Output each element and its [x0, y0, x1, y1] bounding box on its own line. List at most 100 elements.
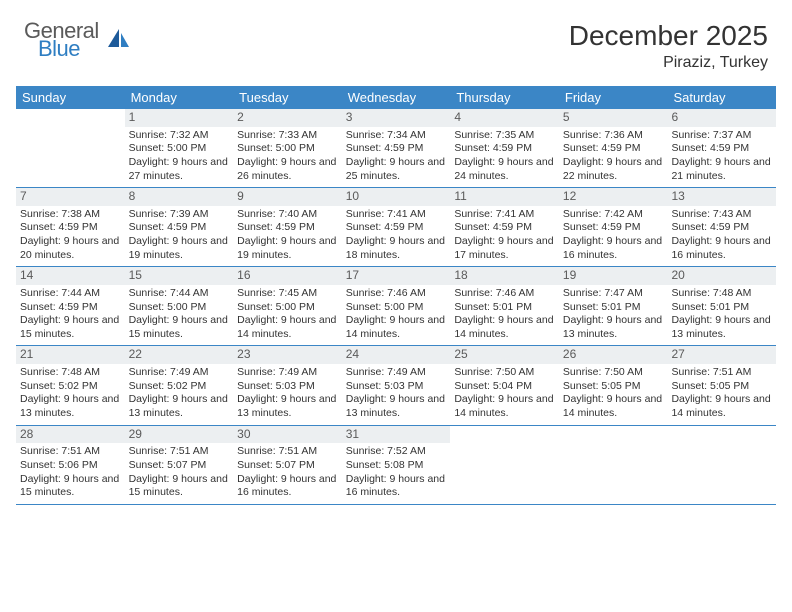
day-number: 10 — [342, 188, 451, 206]
day-cell: 30Sunrise: 7:51 AMSunset: 5:07 PMDayligh… — [233, 426, 342, 504]
daylight-line: Daylight: 9 hours and 26 minutes. — [237, 156, 338, 183]
sunset-line: Sunset: 4:59 PM — [129, 221, 230, 235]
day-cell: 10Sunrise: 7:41 AMSunset: 4:59 PMDayligh… — [342, 188, 451, 266]
weekday-cell: Tuesday — [233, 86, 342, 109]
week-row: 7Sunrise: 7:38 AMSunset: 4:59 PMDaylight… — [16, 188, 776, 267]
day-number: 13 — [667, 188, 776, 206]
day-cell: 17Sunrise: 7:46 AMSunset: 5:00 PMDayligh… — [342, 267, 451, 345]
sunset-line: Sunset: 5:04 PM — [454, 380, 555, 394]
empty-cell — [559, 426, 668, 504]
daylight-line: Daylight: 9 hours and 20 minutes. — [20, 235, 121, 262]
day-number: 29 — [125, 426, 234, 444]
sunset-line: Sunset: 5:03 PM — [346, 380, 447, 394]
day-cell: 8Sunrise: 7:39 AMSunset: 4:59 PMDaylight… — [125, 188, 234, 266]
daylight-line: Daylight: 9 hours and 13 minutes. — [129, 393, 230, 420]
day-cell: 6Sunrise: 7:37 AMSunset: 4:59 PMDaylight… — [667, 109, 776, 187]
sunrise-line: Sunrise: 7:46 AM — [454, 287, 555, 301]
day-cell: 29Sunrise: 7:51 AMSunset: 5:07 PMDayligh… — [125, 426, 234, 504]
day-cell: 27 Sunrise: 7:51 AMSunset: 5:05 PMDayligh… — [667, 346, 776, 424]
sunset-line: Sunset: 5:08 PM — [346, 459, 447, 473]
sunrise-line: Sunrise: 7:48 AM — [671, 287, 772, 301]
sunset-line: Sunset: 5:03 PM — [237, 380, 338, 394]
daylight-line: Daylight: 9 hours and 15 minutes. — [20, 314, 121, 341]
sunrise-line: Sunrise: 7:39 AM — [129, 208, 230, 222]
sunset-line: Sunset: 4:59 PM — [346, 221, 447, 235]
day-number: 14 — [16, 267, 125, 285]
day-cell: 21Sunrise: 7:48 AMSunset: 5:02 PMDayligh… — [16, 346, 125, 424]
daylight-line: Daylight: 9 hours and 16 minutes. — [671, 235, 772, 262]
day-cell: 25Sunrise: 7:50 AMSunset: 5:04 PMDayligh… — [450, 346, 559, 424]
sunset-line: Sunset: 5:07 PM — [237, 459, 338, 473]
day-number: 24 — [342, 346, 451, 364]
day-cell: 24Sunrise: 7:49 AMSunset: 5:03 PMDayligh… — [342, 346, 451, 424]
sunrise-line: Sunrise: 7:51 AM — [671, 366, 772, 380]
daylight-line: Daylight: 9 hours and 15 minutes. — [129, 314, 230, 341]
day-number: 27 — [667, 346, 776, 364]
day-cell: 11Sunrise: 7:41 AMSunset: 4:59 PMDayligh… — [450, 188, 559, 266]
sunset-line: Sunset: 5:02 PM — [129, 380, 230, 394]
sunrise-line: Sunrise: 7:48 AM — [20, 366, 121, 380]
sunrise-line: Sunrise: 7:47 AM — [563, 287, 664, 301]
daylight-line: Daylight: 9 hours and 21 minutes. — [671, 156, 772, 183]
week-row: 28Sunrise: 7:51 AMSunset: 5:06 PMDayligh… — [16, 426, 776, 505]
header: General Blue December 2025 Piraziz, Turk… — [0, 0, 792, 80]
day-number: 15 — [125, 267, 234, 285]
day-number: 7 — [16, 188, 125, 206]
sunset-line: Sunset: 5:00 PM — [237, 301, 338, 315]
daylight-line: Daylight: 9 hours and 13 minutes. — [346, 393, 447, 420]
daylight-line: Daylight: 9 hours and 25 minutes. — [346, 156, 447, 183]
sunrise-line: Sunrise: 7:40 AM — [237, 208, 338, 222]
weekday-cell: Wednesday — [342, 86, 451, 109]
daylight-line: Daylight: 9 hours and 13 minutes. — [671, 314, 772, 341]
day-number: 5 — [559, 109, 668, 127]
sunset-line: Sunset: 5:05 PM — [671, 380, 772, 394]
daylight-line: Daylight: 9 hours and 13 minutes. — [20, 393, 121, 420]
weekday-cell: Monday — [125, 86, 234, 109]
sunrise-line: Sunrise: 7:36 AM — [563, 129, 664, 143]
day-cell: 16Sunrise: 7:45 AMSunset: 5:00 PMDayligh… — [233, 267, 342, 345]
sunrise-line: Sunrise: 7:45 AM — [237, 287, 338, 301]
daylight-line: Daylight: 9 hours and 22 minutes. — [563, 156, 664, 183]
empty-cell — [16, 109, 125, 187]
location: Piraziz, Turkey — [569, 54, 768, 72]
sunset-line: Sunset: 5:06 PM — [20, 459, 121, 473]
sunset-line: Sunset: 4:59 PM — [671, 221, 772, 235]
sunset-line: Sunset: 5:01 PM — [671, 301, 772, 315]
day-number: 1 — [125, 109, 234, 127]
daylight-line: Daylight: 9 hours and 19 minutes. — [237, 235, 338, 262]
sunrise-line: Sunrise: 7:52 AM — [346, 445, 447, 459]
daylight-line: Daylight: 9 hours and 24 minutes. — [454, 156, 555, 183]
sunset-line: Sunset: 5:00 PM — [129, 301, 230, 315]
week-row: 14Sunrise: 7:44 AMSunset: 4:59 PMDayligh… — [16, 267, 776, 346]
daylight-line: Daylight: 9 hours and 13 minutes. — [563, 314, 664, 341]
day-number: 26 — [559, 346, 668, 364]
sunrise-line: Sunrise: 7:43 AM — [671, 208, 772, 222]
daylight-line: Daylight: 9 hours and 27 minutes. — [129, 156, 230, 183]
daylight-line: Daylight: 9 hours and 14 minutes. — [563, 393, 664, 420]
day-number: 18 — [450, 267, 559, 285]
day-number: 28 — [16, 426, 125, 444]
week-row: 21Sunrise: 7:48 AMSunset: 5:02 PMDayligh… — [16, 346, 776, 425]
daylight-line: Daylight: 9 hours and 16 minutes. — [563, 235, 664, 262]
month-title: December 2025 — [569, 20, 768, 52]
sunset-line: Sunset: 4:59 PM — [20, 301, 121, 315]
day-cell: 20Sunrise: 7:48 AMSunset: 5:01 PMDayligh… — [667, 267, 776, 345]
sunrise-line: Sunrise: 7:51 AM — [237, 445, 338, 459]
weekday-cell: Saturday — [667, 86, 776, 109]
daylight-line: Daylight: 9 hours and 14 minutes. — [671, 393, 772, 420]
title-block: December 2025 Piraziz, Turkey — [569, 20, 768, 72]
daylight-line: Daylight: 9 hours and 14 minutes. — [454, 314, 555, 341]
sunset-line: Sunset: 5:02 PM — [20, 380, 121, 394]
sunrise-line: Sunrise: 7:38 AM — [20, 208, 121, 222]
sunset-line: Sunset: 4:59 PM — [20, 221, 121, 235]
sunset-line: Sunset: 5:05 PM — [563, 380, 664, 394]
day-number: 16 — [233, 267, 342, 285]
weekday-cell: Friday — [559, 86, 668, 109]
day-cell: 19Sunrise: 7:47 AMSunset: 5:01 PMDayligh… — [559, 267, 668, 345]
weekday-cell: Thursday — [450, 86, 559, 109]
sunrise-line: Sunrise: 7:51 AM — [20, 445, 121, 459]
day-number: 3 — [342, 109, 451, 127]
daylight-line: Daylight: 9 hours and 14 minutes. — [454, 393, 555, 420]
day-cell: 1Sunrise: 7:32 AMSunset: 5:00 PMDaylight… — [125, 109, 234, 187]
sunrise-line: Sunrise: 7:41 AM — [346, 208, 447, 222]
